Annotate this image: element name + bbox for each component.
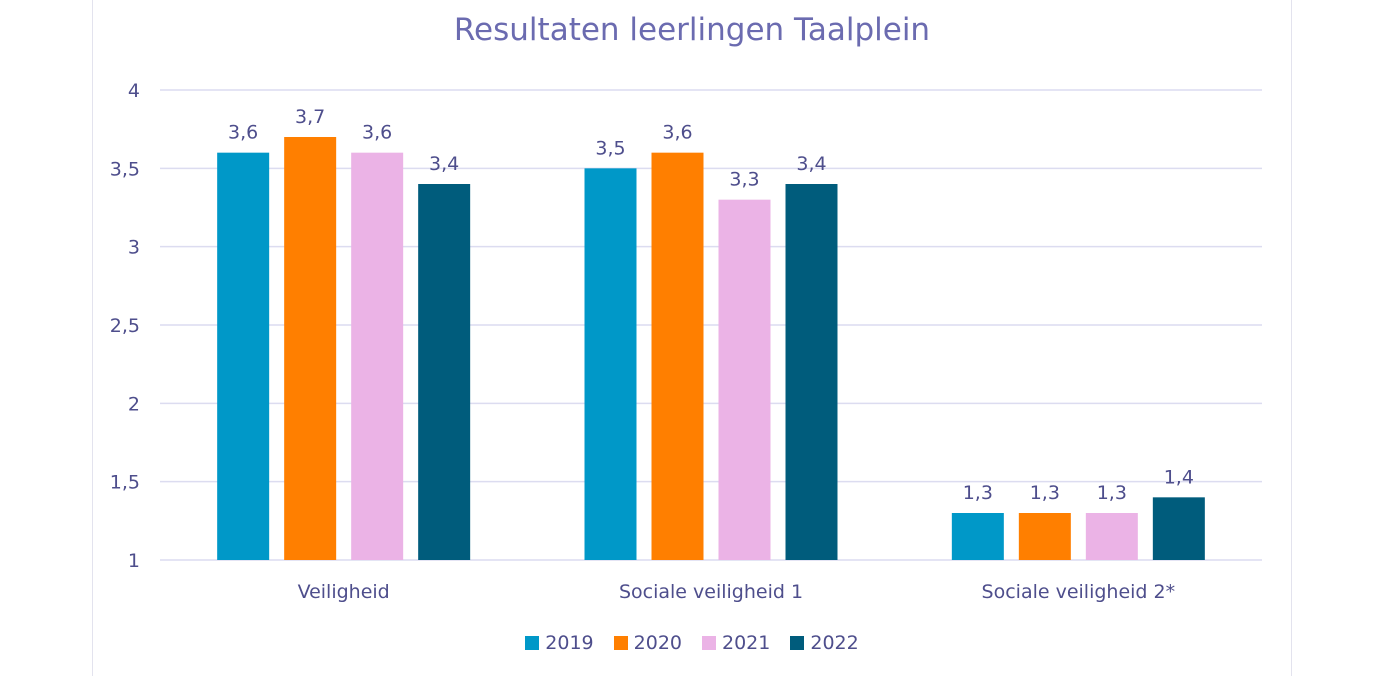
- bar: [785, 184, 838, 560]
- x-tick-label: Sociale veiligheid 2*: [982, 581, 1176, 603]
- x-tick-label: Sociale veiligheid 1: [619, 581, 803, 603]
- legend-label-2022: 2022: [810, 632, 859, 654]
- bar: [1152, 497, 1205, 560]
- chart-title: Resultaten leerlingen Taalplein: [453, 12, 931, 48]
- y-tick-label: 3,5: [110, 158, 140, 180]
- data-label: 1,3: [1097, 482, 1127, 504]
- bar: [651, 152, 704, 560]
- legend-swatch-2019: [525, 636, 540, 650]
- bar: [217, 152, 270, 560]
- legend-swatch-2021: [702, 636, 716, 650]
- data-label: 1,3: [963, 482, 993, 504]
- data-label: 3,4: [796, 153, 826, 175]
- y-tick-label: 2,5: [110, 315, 140, 337]
- legend-label-2020: 2020: [633, 632, 682, 654]
- y-tick-label: 1,5: [110, 472, 140, 494]
- bar: [584, 168, 637, 561]
- data-label: 3,5: [595, 137, 625, 159]
- legend: 2019 2020 2021 2022: [0, 632, 1384, 654]
- data-label: 3,4: [429, 153, 459, 175]
- y-tick-label: 2: [128, 393, 140, 415]
- data-label: 1,3: [1030, 482, 1060, 504]
- legend-label-2019: 2019: [545, 632, 594, 654]
- legend-item-2020: 2020: [613, 632, 682, 654]
- y-tick-label: 3: [128, 237, 140, 259]
- bar: [1018, 513, 1071, 560]
- legend-label-2021: 2021: [722, 632, 771, 654]
- legend-item-2019: 2019: [525, 632, 594, 654]
- y-tick-label: 1: [128, 550, 140, 572]
- bar: [718, 199, 771, 560]
- bar: [284, 137, 337, 560]
- legend-item-2021: 2021: [702, 632, 770, 654]
- data-label: 3,6: [362, 122, 392, 144]
- bar: [951, 513, 1004, 560]
- bar: [351, 152, 404, 560]
- legend-swatch-2022: [790, 636, 805, 650]
- chart-frame: [92, 0, 1292, 676]
- x-tick-label: Veiligheid: [298, 581, 390, 603]
- y-tick-label: 4: [128, 80, 140, 102]
- data-label: 3,7: [295, 106, 325, 128]
- bar: [418, 184, 471, 560]
- legend-swatch-2020: [613, 636, 628, 650]
- data-label: 3,3: [729, 169, 759, 191]
- bar: [1085, 513, 1138, 560]
- data-label: 3,6: [228, 122, 258, 144]
- data-label: 3,6: [662, 122, 692, 144]
- legend-item-2022: 2022: [790, 632, 859, 654]
- data-label: 1,4: [1164, 466, 1194, 488]
